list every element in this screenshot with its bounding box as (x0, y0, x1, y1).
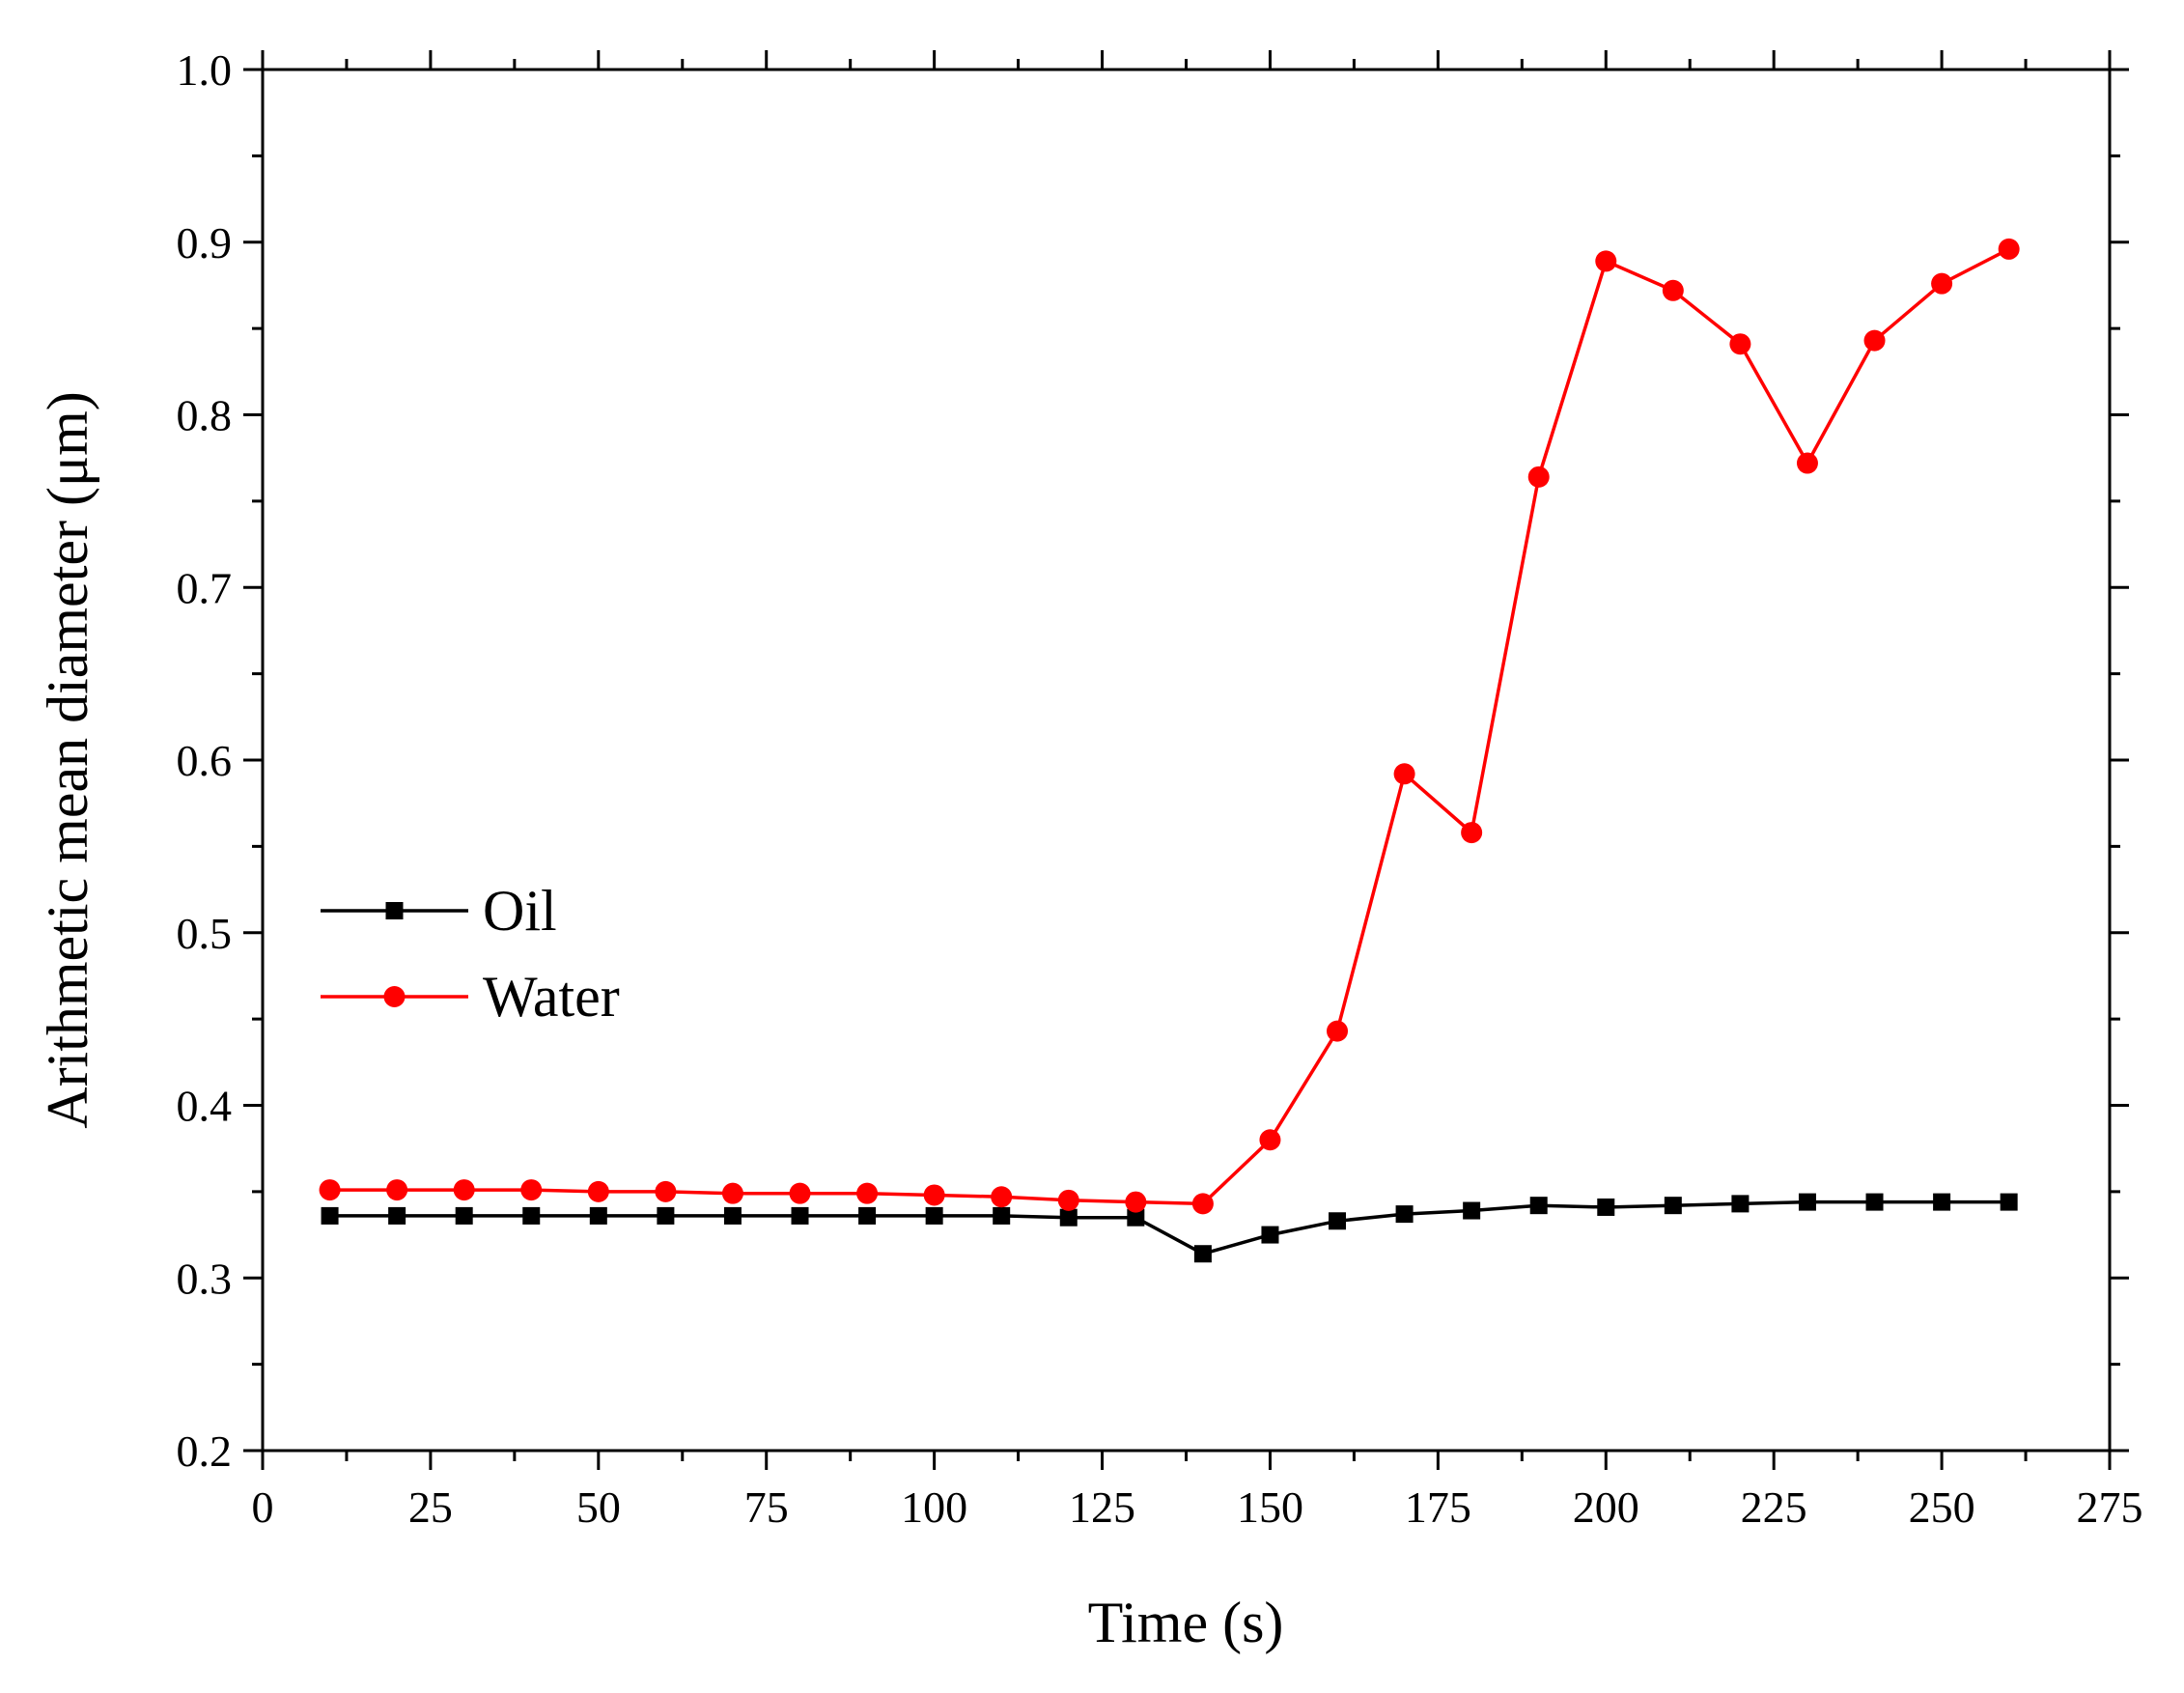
legend-marker-oil (385, 902, 404, 919)
data-point-water (721, 1182, 743, 1204)
x-tick-label: 200 (1573, 1482, 1639, 1532)
data-point-oil (1798, 1193, 1816, 1211)
y-tick-label: 1.0 (177, 45, 233, 95)
data-point-oil (791, 1206, 809, 1225)
data-point-oil (1193, 1245, 1212, 1263)
data-point-oil (455, 1206, 473, 1225)
data-point-oil (1059, 1208, 1078, 1227)
data-point-water (655, 1180, 677, 1202)
data-point-oil (1261, 1226, 1279, 1244)
data-point-water (1527, 466, 1550, 488)
x-tick-label: 0 (252, 1482, 274, 1532)
x-tick-label: 275 (2077, 1482, 2143, 1532)
legend: Oil Water (321, 879, 620, 1029)
x-tick-label: 175 (1405, 1482, 1471, 1532)
data-point-oil (388, 1206, 406, 1225)
data-point-oil (993, 1206, 1011, 1225)
data-point-water (1662, 279, 1684, 301)
data-point-water (1729, 333, 1751, 355)
y-axis-title: Arithmetic mean diameter (μm) (36, 391, 99, 1129)
data-point-water (1931, 272, 1953, 295)
data-point-water (1125, 1191, 1147, 1213)
data-point-water (386, 1179, 408, 1201)
data-point-water (1461, 822, 1483, 844)
data-point-oil (1529, 1197, 1548, 1215)
data-point-oil (723, 1206, 742, 1225)
data-point-water (923, 1184, 945, 1206)
data-point-oil (657, 1206, 675, 1225)
data-point-oil (925, 1206, 943, 1225)
data-point-water (1191, 1193, 1214, 1215)
x-tick-label: 225 (1741, 1482, 1807, 1532)
data-point-oil (589, 1206, 607, 1225)
x-tick-label: 25 (408, 1482, 453, 1532)
data-point-oil (1127, 1208, 1145, 1227)
x-tick-label: 50 (576, 1482, 621, 1532)
y-axis-ticks: 0.2 0.3 0.4 0.5 0.6 0.7 0.8 0.9 1.0 (177, 45, 2129, 1476)
data-point-oil (522, 1206, 541, 1225)
data-point-water (1998, 238, 2020, 260)
data-point-water (856, 1182, 879, 1204)
series-layer (319, 238, 2020, 1263)
y-tick-label: 0.8 (177, 391, 233, 440)
data-point-oil (1865, 1193, 1884, 1211)
y-tick-label: 0.6 (177, 736, 233, 785)
data-point-oil (1933, 1193, 1951, 1211)
data-point-water (1327, 1020, 1349, 1042)
x-tick-label: 100 (901, 1482, 967, 1532)
data-point-oil (1597, 1198, 1615, 1216)
data-point-oil (1395, 1205, 1414, 1224)
y-tick-label: 0.4 (177, 1082, 233, 1131)
data-point-water (453, 1179, 475, 1201)
series-line-water (329, 247, 2010, 1206)
data-point-oil (858, 1206, 877, 1225)
x-tick-label: 250 (1909, 1482, 1975, 1532)
data-point-water (1595, 250, 1617, 272)
data-point-water (789, 1182, 811, 1204)
y-tick-label: 0.5 (177, 909, 233, 958)
data-point-water (1057, 1189, 1079, 1211)
data-point-oil (1329, 1212, 1347, 1230)
x-axis-title: Time (s) (1088, 1591, 1284, 1654)
data-point-oil (2000, 1193, 2018, 1211)
data-point-water (1796, 452, 1818, 474)
data-point-water (587, 1180, 609, 1202)
x-axis-ticks: 0 25 50 75 100 125 150 175 200 225 250 275 (252, 50, 2143, 1532)
y-tick-label: 0.2 (177, 1426, 233, 1476)
x-tick-label: 75 (744, 1482, 789, 1532)
data-point-water (319, 1179, 341, 1201)
series-line-oil (329, 1199, 2009, 1256)
data-point-oil (1664, 1197, 1682, 1215)
data-point-water (1393, 763, 1415, 785)
data-point-water (991, 1186, 1013, 1208)
data-point-water (1259, 1129, 1281, 1151)
y-tick-label: 0.3 (177, 1254, 233, 1303)
y-tick-label: 0.7 (177, 563, 233, 612)
data-point-water (520, 1179, 543, 1201)
legend-label-water: Water (483, 965, 620, 1029)
data-point-water (1863, 329, 1886, 352)
data-point-oil (1731, 1195, 1750, 1213)
y-tick-label: 0.9 (177, 218, 233, 268)
data-point-oil (1463, 1201, 1481, 1220)
x-tick-label: 125 (1069, 1482, 1135, 1532)
legend-label-oil: Oil (483, 879, 557, 943)
legend-marker-water (383, 986, 406, 1007)
x-tick-label: 150 (1237, 1482, 1303, 1532)
data-point-oil (321, 1206, 339, 1225)
